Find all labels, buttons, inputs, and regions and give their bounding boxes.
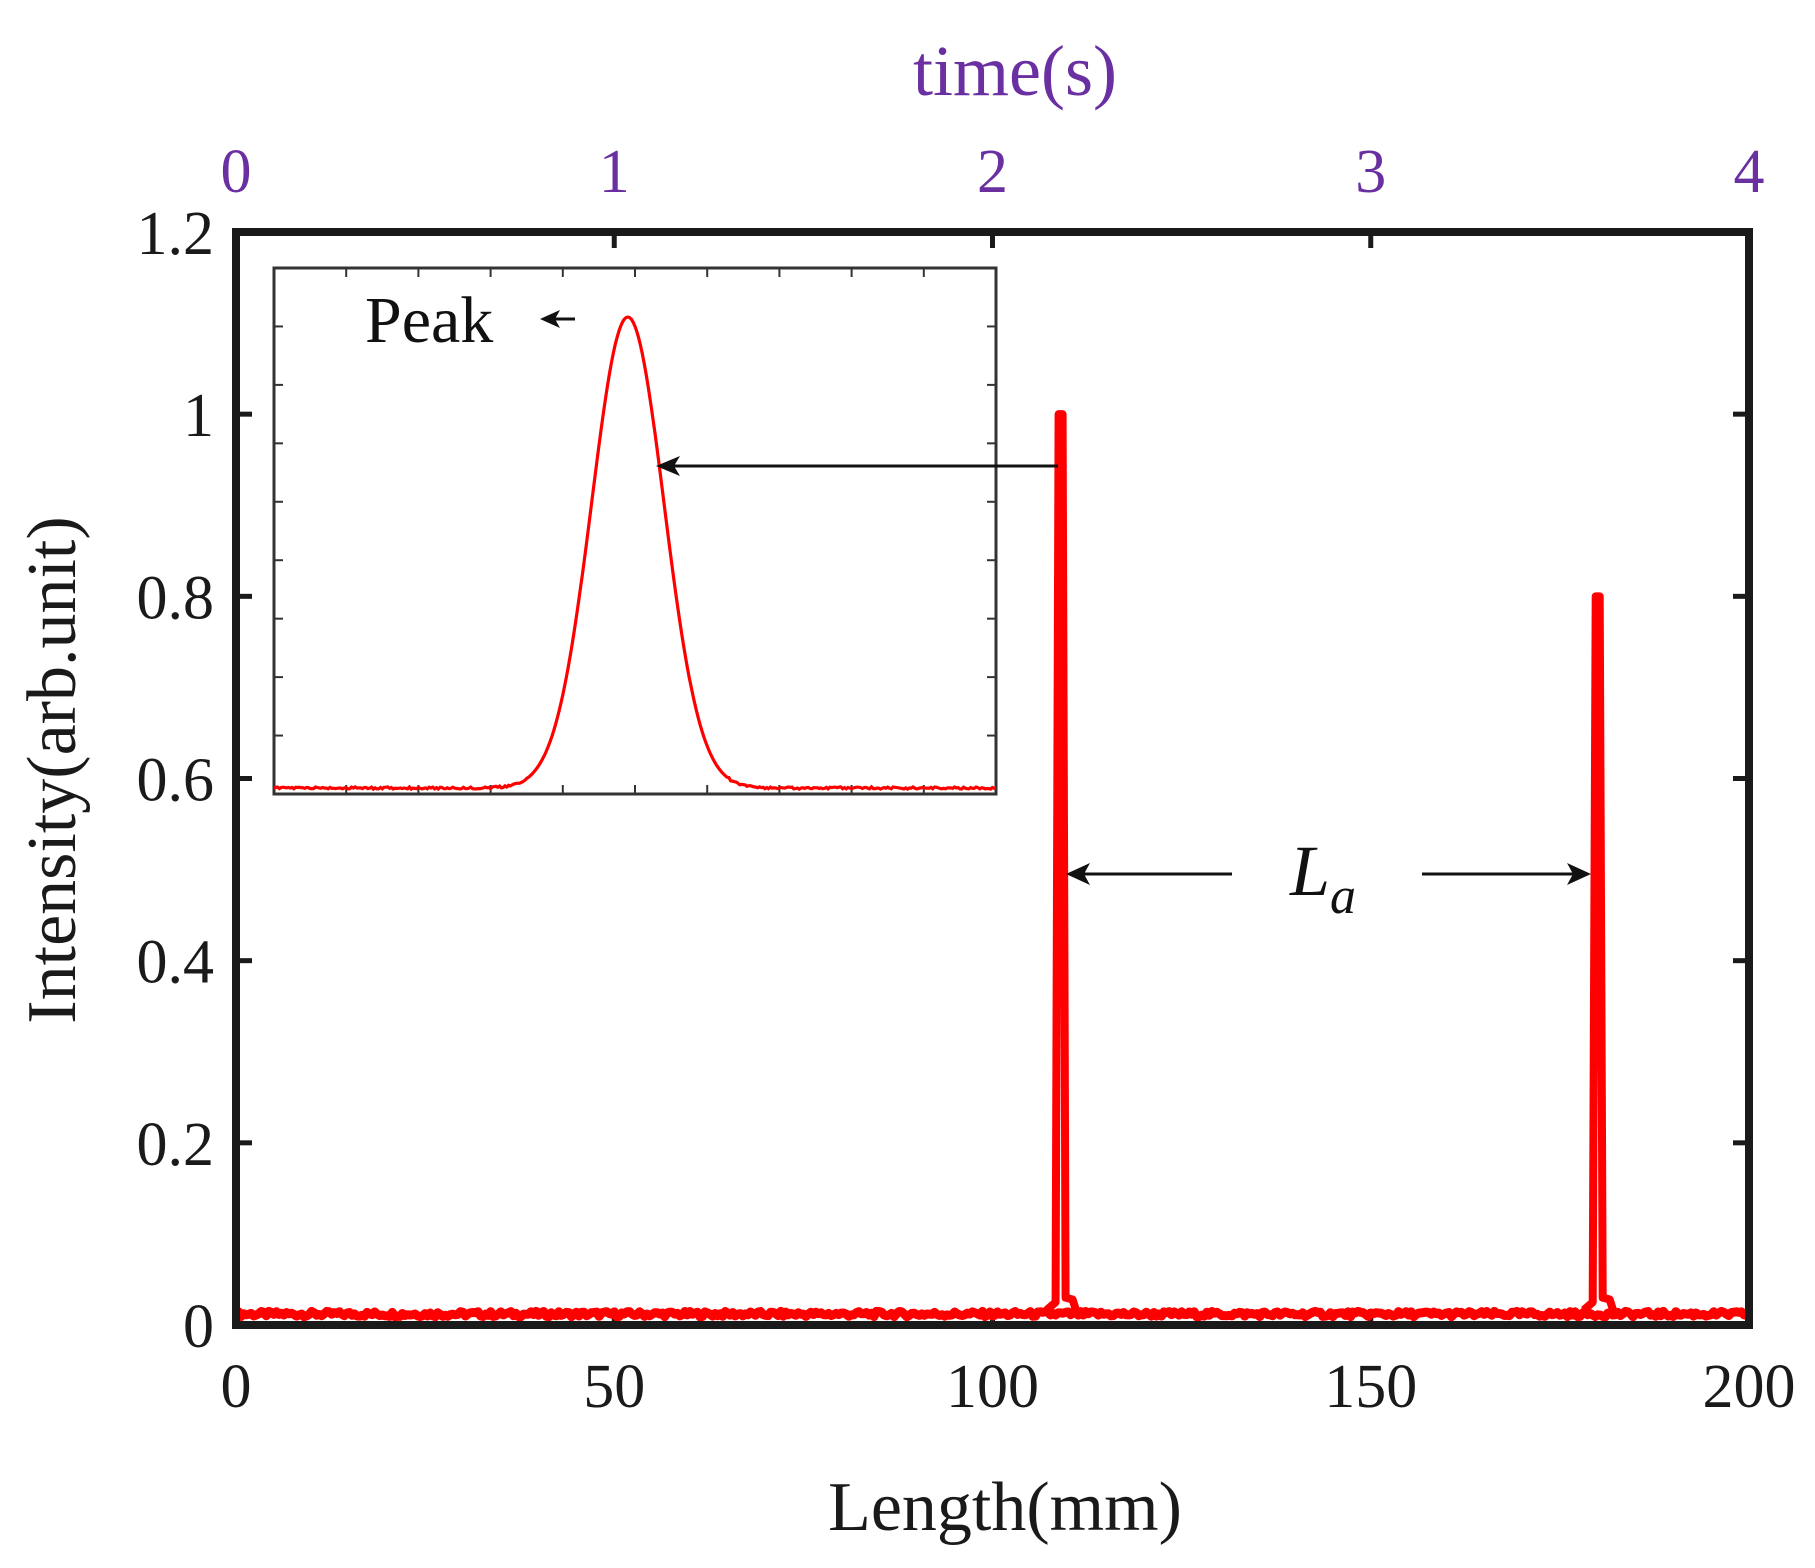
intensity-series-line bbox=[236, 1306, 1749, 1322]
inset-peak-label: Peak bbox=[365, 284, 493, 357]
y-tick-label: 1.2 bbox=[137, 200, 215, 268]
y-tick-label: 0.8 bbox=[137, 564, 215, 632]
zoom-arrow bbox=[656, 456, 1058, 476]
top-axis-title: time(s) bbox=[913, 31, 1117, 111]
plot-frame bbox=[232, 228, 1753, 1329]
x-tick-label: 50 bbox=[583, 1353, 645, 1421]
peak-label-arrow bbox=[540, 310, 575, 328]
x-tick-label: 150 bbox=[1324, 1353, 1417, 1421]
top-tick-label: 1 bbox=[599, 138, 630, 206]
top-tick-label: 0 bbox=[221, 138, 252, 206]
x-axis-title: Length(mm) bbox=[828, 1469, 1182, 1546]
x-tick-label: 0 bbox=[221, 1353, 252, 1421]
y-tick-label: 0.4 bbox=[137, 929, 215, 997]
inset-plot bbox=[272, 266, 998, 796]
distance-annotation bbox=[1066, 863, 1591, 885]
y-tick-label: 1 bbox=[183, 382, 214, 450]
y-tick-label: 0.6 bbox=[137, 747, 215, 815]
distance-label: La bbox=[1289, 831, 1356, 925]
distance-label-sub: a bbox=[1330, 868, 1356, 925]
y-axis-title: Intensity(arb.unit) bbox=[14, 516, 91, 1023]
top-tick-label: 3 bbox=[1355, 138, 1386, 206]
top-tick-label: 4 bbox=[1734, 138, 1765, 206]
top-tick-label: 2 bbox=[977, 138, 1008, 206]
y-tick-label: 0 bbox=[183, 1293, 214, 1361]
x-tick-label: 100 bbox=[946, 1353, 1039, 1421]
inset-peak-line bbox=[274, 315, 996, 792]
x-tick-label: 200 bbox=[1703, 1353, 1796, 1421]
distance-label-base: L bbox=[1289, 831, 1330, 911]
inset-frame bbox=[272, 266, 998, 796]
intensity-peaks bbox=[1043, 410, 1618, 1314]
y-tick-label: 0.2 bbox=[137, 1111, 215, 1179]
